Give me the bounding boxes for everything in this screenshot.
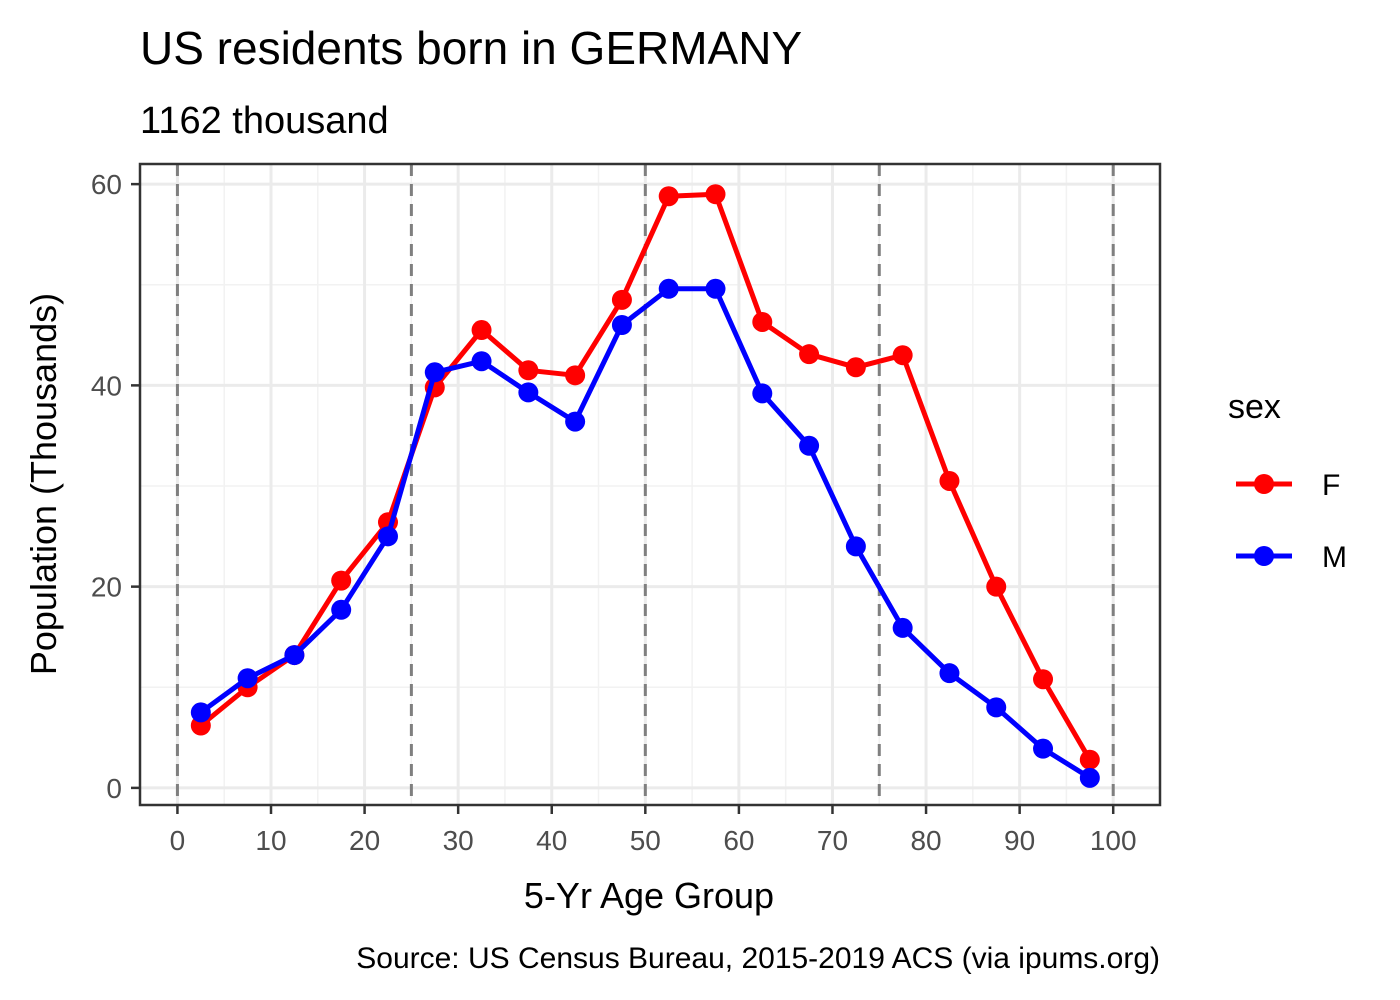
x-tick-label: 70 <box>817 825 848 856</box>
plot-area: 0 10 20 30 40 50 60 70 80 90 100 0 20 40 60 <box>91 162 1162 856</box>
data-point-M <box>1033 738 1054 759</box>
data-point-M <box>237 668 258 689</box>
data-point-F <box>658 186 679 207</box>
data-point-F <box>331 570 352 591</box>
data-point-F <box>565 365 586 386</box>
data-point-F <box>1079 749 1100 770</box>
chart-title: US residents born in GERMANY <box>140 22 802 74</box>
data-point-M <box>424 362 445 383</box>
data-point-M <box>705 278 726 299</box>
panel-border <box>138 162 1162 807</box>
y-tick-label: 0 <box>106 773 122 804</box>
data-point-M <box>565 411 586 432</box>
data-point-M <box>1079 767 1100 788</box>
x-tick-label: 60 <box>723 825 754 856</box>
data-point-F <box>845 357 866 378</box>
data-point-M <box>986 697 1007 718</box>
data-point-M <box>331 599 352 620</box>
data-point-F <box>471 320 492 341</box>
data-point-F <box>752 311 773 332</box>
legend-key-point-F <box>1254 474 1274 494</box>
series-line-F <box>199 191 1092 761</box>
x-tick-label: 100 <box>1090 825 1137 856</box>
series-line-M <box>199 286 1092 780</box>
data-point-M <box>658 278 679 299</box>
legend: FM <box>1236 469 1347 574</box>
data-point-F <box>518 360 539 381</box>
x-tick-label: 40 <box>536 825 567 856</box>
data-point-M <box>471 351 492 372</box>
legend-label-F: F <box>1322 469 1340 502</box>
data-point-F <box>1033 669 1054 690</box>
x-tick-label: 50 <box>630 825 661 856</box>
data-point-M <box>845 536 866 557</box>
data-point-F <box>799 344 820 365</box>
data-point-F <box>705 184 726 205</box>
chart-subtitle: 1162 thousand <box>140 100 389 142</box>
source-caption: Source: US Census Bureau, 2015-2019 ACS … <box>356 942 1160 975</box>
legend-title: sex <box>1228 388 1281 426</box>
data-point-F <box>939 470 960 491</box>
data-point-M <box>377 526 398 547</box>
data-point-M <box>284 645 305 666</box>
data-point-M <box>752 383 773 404</box>
y-tick-label: 20 <box>91 572 122 603</box>
data-point-F <box>611 289 632 310</box>
data-point-M <box>892 617 913 638</box>
x-tick-label: 90 <box>1004 825 1035 856</box>
y-axis-title: Population (Thousands) <box>23 293 64 675</box>
data-point-M <box>190 702 211 723</box>
x-tick-label: 20 <box>349 825 380 856</box>
y-tick-label: 60 <box>91 169 122 200</box>
data-point-M <box>518 382 539 403</box>
y-tick-label: 40 <box>91 370 122 401</box>
x-tick-label: 0 <box>170 825 186 856</box>
x-tick-label: 80 <box>910 825 941 856</box>
data-point-M <box>611 315 632 336</box>
x-axis-title: 5-Yr Age Group <box>524 875 774 916</box>
data-point-F <box>892 345 913 366</box>
legend-label-M: M <box>1322 541 1347 574</box>
data-point-M <box>939 663 960 684</box>
legend-key-point-M <box>1254 546 1274 566</box>
x-tick-label: 30 <box>443 825 474 856</box>
x-tick-label: 10 <box>255 825 286 856</box>
data-point-M <box>799 435 820 456</box>
data-point-F <box>986 576 1007 597</box>
